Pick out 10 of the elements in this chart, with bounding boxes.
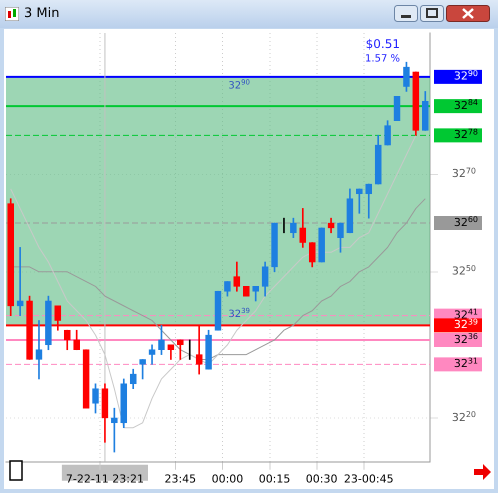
- annotation: 1.57 %: [365, 54, 400, 65]
- x-tick-label: 00:00: [212, 472, 244, 486]
- annotation: $0.51: [366, 37, 400, 52]
- candlestick: [36, 320, 42, 380]
- x-tick-label: 23-00:45: [344, 472, 394, 486]
- chart-title: 3 Min: [24, 6, 60, 21]
- x-tick-label: 00:30: [306, 472, 338, 486]
- x-tick-label: 7-22-11 23:21: [66, 472, 144, 486]
- x-tick-label: 23:45: [164, 472, 196, 486]
- x-tick-label: 00:15: [258, 472, 290, 486]
